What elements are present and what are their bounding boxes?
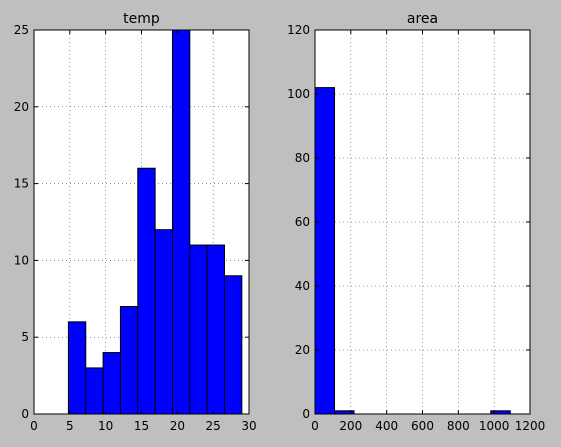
temp-bar	[119, 305, 139, 415]
area-y-tick-label: 80	[295, 151, 310, 165]
temp-y-tick-label: 0	[21, 407, 29, 421]
area-histogram-panel: 0 200 400 600 800 1000 1200 0 20 40 60 80 100 120 area	[287, 11, 545, 433]
area-x-tick-label: 600	[411, 419, 434, 433]
temp-bar	[137, 167, 156, 415]
temp-y-tick-label: 15	[14, 177, 29, 191]
temp-bar	[102, 352, 121, 415]
area-bar	[314, 87, 336, 415]
area-chart-title: area	[407, 11, 438, 27]
temp-bar	[85, 367, 104, 415]
area-y-tick-label: 40	[295, 279, 310, 293]
temp-bar	[171, 29, 191, 415]
area-x-tick-label: 1000	[479, 419, 510, 433]
area-x-tick-label: 800	[447, 419, 470, 433]
temp-y-tick-label: 10	[14, 253, 29, 267]
temp-x-tick-label: 0	[30, 419, 38, 433]
temp-y-tick-label: 20	[14, 100, 29, 114]
area-y-tick-label: 100	[287, 87, 310, 101]
temp-x-tick-label: 10	[98, 419, 113, 433]
temp-x-tick-label: 30	[241, 419, 256, 433]
area-y-tick-label: 120	[287, 23, 310, 37]
temp-x-tick-label: 15	[134, 419, 149, 433]
area-x-tick-label: 0	[311, 419, 319, 433]
area-x-tick-label: 200	[339, 419, 362, 433]
area-x-tick-label: 1200	[515, 419, 546, 433]
temp-chart-title: temp	[123, 11, 160, 27]
temp-bar	[67, 321, 87, 415]
temp-x-tick-label: 20	[170, 419, 185, 433]
temp-bar	[189, 244, 208, 415]
temp-histogram-panel: 0 5 10 15 20 25 30 0 5 10 15 20 25 temp	[14, 11, 257, 433]
area-y-tick-label: 60	[295, 215, 310, 229]
area-x-tick-label: 400	[375, 419, 398, 433]
temp-x-tick-label: 5	[66, 419, 74, 433]
temp-bar	[223, 275, 243, 415]
temp-y-tick-label: 5	[21, 330, 29, 344]
area-y-tick-label: 0	[302, 407, 310, 421]
temp-bar	[206, 244, 225, 415]
temp-y-tick-label: 25	[14, 23, 29, 37]
area-y-tick-label: 20	[295, 343, 310, 357]
temp-bar	[154, 229, 173, 415]
temp-x-tick-label: 25	[206, 419, 221, 433]
